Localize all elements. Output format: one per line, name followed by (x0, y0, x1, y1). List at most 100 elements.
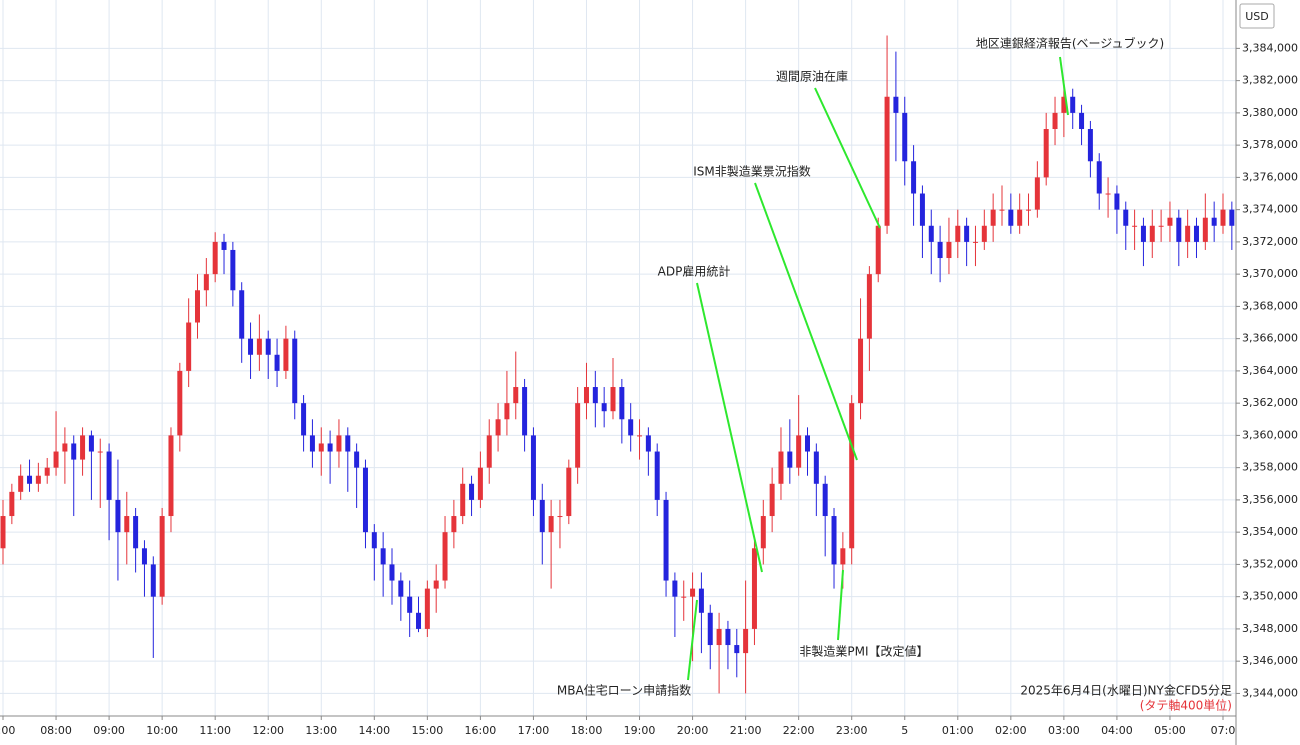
candle-body (619, 387, 625, 420)
candle-body (1229, 209, 1235, 226)
candle-body (981, 225, 987, 242)
candle-body (88, 435, 94, 452)
candles (0, 35, 1235, 694)
candle-body (336, 435, 342, 452)
candle-body (133, 516, 139, 549)
candle-body (53, 451, 59, 468)
candle-body (442, 532, 448, 581)
y-tick-label: 3,380,000 (1242, 106, 1298, 119)
currency-label: USD (1245, 10, 1269, 23)
annotation-leader (837, 569, 844, 641)
candle-body (522, 387, 528, 436)
y-tick-label: 3,364,000 (1242, 364, 1298, 377)
candle-body (637, 435, 643, 437)
candle-body (530, 435, 536, 500)
candle-body (610, 387, 616, 412)
candle-body (283, 338, 289, 371)
candle-body (265, 338, 271, 355)
annotation-leader (754, 182, 858, 461)
y-tick-label: 3,360,000 (1242, 428, 1298, 441)
x-tick-label: 5 (901, 724, 908, 737)
candle-body (477, 467, 483, 500)
candle-body (1061, 96, 1067, 113)
candle-body (433, 580, 439, 589)
x-tick-label: 23:00 (836, 724, 868, 737)
candle-body (309, 435, 315, 452)
ticks: 3,344,000 3,346,000 3,348,000 3,350,000 3,35… (0, 41, 1298, 737)
y-tick-label: 3,376,000 (1242, 170, 1298, 183)
y-tick-label: 3,344,000 (1242, 686, 1298, 699)
candle-body (928, 225, 934, 242)
candle-body (1185, 225, 1191, 242)
candle-body (44, 467, 50, 476)
candle-body (672, 580, 678, 597)
candle-body (734, 645, 740, 654)
candle-body (256, 338, 262, 355)
x-tick-label: 07:0 (1211, 724, 1236, 737)
candle-body (866, 274, 872, 339)
candle-body (0, 516, 6, 549)
candle-body (919, 193, 925, 226)
candle-body (1202, 217, 1208, 242)
candle-body (398, 580, 404, 597)
x-tick-label: 12:00 (252, 724, 284, 737)
candle-body (469, 483, 475, 500)
candle-body (274, 354, 280, 371)
candle-body (911, 161, 917, 194)
x-tick-label: 17:00 (518, 724, 550, 737)
candle-body (124, 516, 130, 533)
candle-body (407, 596, 413, 613)
candle-body (575, 403, 581, 468)
candle-body (416, 612, 422, 629)
candle-body (840, 548, 846, 565)
y-tick-label: 3,362,000 (1242, 396, 1298, 409)
candle-body (424, 588, 430, 629)
y-tick-label: 3,384,000 (1242, 41, 1298, 54)
annotation: ADP雇用統計 (658, 264, 731, 279)
x-tick-label: 13:00 (305, 724, 337, 737)
candle-body (230, 249, 236, 291)
candle-body (345, 435, 351, 452)
candle-body (115, 499, 121, 533)
candle-body (168, 435, 174, 517)
annotation: MBA住宅ローン申請指数 (557, 683, 691, 698)
candle-body (716, 628, 722, 646)
candle-body (804, 435, 810, 452)
candle-body (946, 241, 952, 259)
x-tick-label: 22:00 (783, 724, 815, 737)
y-tick-label: 3,350,000 (1242, 590, 1298, 603)
candle-body (548, 516, 554, 533)
y-tick-label: 3,374,000 (1242, 203, 1298, 216)
candle-body (1017, 209, 1023, 226)
candle-body (760, 516, 766, 549)
candle-body (628, 419, 634, 436)
y-tick-label: 3,354,000 (1242, 525, 1298, 538)
candle-body (566, 467, 572, 517)
candle-body (106, 451, 112, 500)
candle-body (389, 564, 395, 581)
candle-body (1114, 193, 1120, 210)
y-tick-label: 3,358,000 (1242, 461, 1298, 474)
candle-body (150, 564, 156, 597)
x-tick-label: 15:00 (412, 724, 444, 737)
candle-body (557, 516, 563, 518)
candle-body (141, 548, 147, 565)
candle-body (972, 241, 978, 243)
x-tick-label: 11:00 (199, 724, 231, 737)
candle-body (583, 387, 589, 404)
candle-body (177, 370, 183, 436)
y-tick-label: 3,378,000 (1242, 138, 1298, 151)
grid (0, 0, 1236, 716)
candle-body (35, 475, 41, 484)
candle-body (539, 499, 545, 533)
candle-body (787, 451, 793, 468)
candle-body (1167, 217, 1173, 226)
candle-body (1079, 112, 1085, 130)
candle-body (1008, 209, 1014, 226)
x-tick-label: 21:00 (730, 724, 762, 737)
candle-body (159, 516, 165, 597)
candle-body (71, 443, 77, 460)
candle-body (504, 403, 510, 420)
candle-body (875, 225, 881, 275)
candle-body (725, 628, 731, 646)
